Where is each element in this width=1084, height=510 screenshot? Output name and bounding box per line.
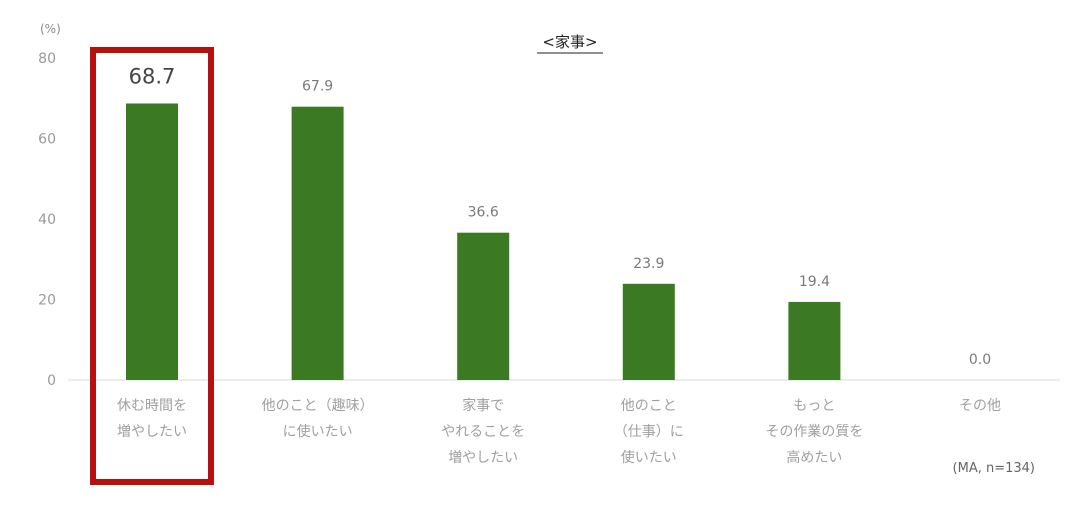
data-label: 36.6 xyxy=(468,205,499,221)
y-axis-unit-label: (%) xyxy=(40,22,61,36)
x-tick-label: 増やしたい xyxy=(448,450,518,466)
x-tick-label: 他のこと xyxy=(621,398,677,414)
data-label: 23.9 xyxy=(633,256,664,272)
bar xyxy=(622,283,675,380)
x-tick-label: もっと xyxy=(793,398,835,414)
x-tick-label: その他 xyxy=(959,398,1001,414)
bar xyxy=(457,232,510,380)
chart-title: <家事> xyxy=(542,33,597,51)
x-tick-label: 他のこと（趣味） xyxy=(262,398,374,414)
data-label: 19.4 xyxy=(799,274,830,290)
y-tick-label: 40 xyxy=(38,212,56,228)
data-label: 68.7 xyxy=(129,64,176,88)
value-labels: 68.7 67.9 36.6 23.9 19.4 0.0 xyxy=(129,64,992,368)
x-tick-label: 高めたい xyxy=(786,449,842,466)
x-tick-label: 休む時間を xyxy=(117,398,187,414)
data-label: 0.0 xyxy=(969,352,991,368)
x-axis-category-labels: 休む時間を増やしたい他のこと（趣味）に使いたい家事でやれることを増やしたい他のこ… xyxy=(117,397,1001,466)
x-tick-label: 増やしたい xyxy=(117,424,187,440)
y-tick-label: 0 xyxy=(47,373,56,389)
data-label: 67.9 xyxy=(302,79,333,95)
y-axis: 0 20 40 60 80 xyxy=(38,51,56,389)
x-tick-label: やれることを xyxy=(441,424,525,440)
x-tick-label: 使いたい xyxy=(621,449,677,466)
x-tick-label: に使いたい xyxy=(283,423,353,440)
x-tick-label: その作業の質を xyxy=(765,424,863,440)
bar xyxy=(291,106,344,380)
bar xyxy=(788,301,841,380)
x-tick-label: 家事で xyxy=(462,397,504,414)
bar xyxy=(126,103,178,381)
x-tick-label: （仕事）に xyxy=(614,424,684,440)
bars xyxy=(126,103,841,381)
y-tick-label: 60 xyxy=(38,132,56,148)
sample-note: (MA, n=134) xyxy=(953,461,1035,476)
y-tick-label: 80 xyxy=(38,51,56,67)
highlight-box xyxy=(90,47,214,485)
y-tick-label: 20 xyxy=(38,293,56,309)
